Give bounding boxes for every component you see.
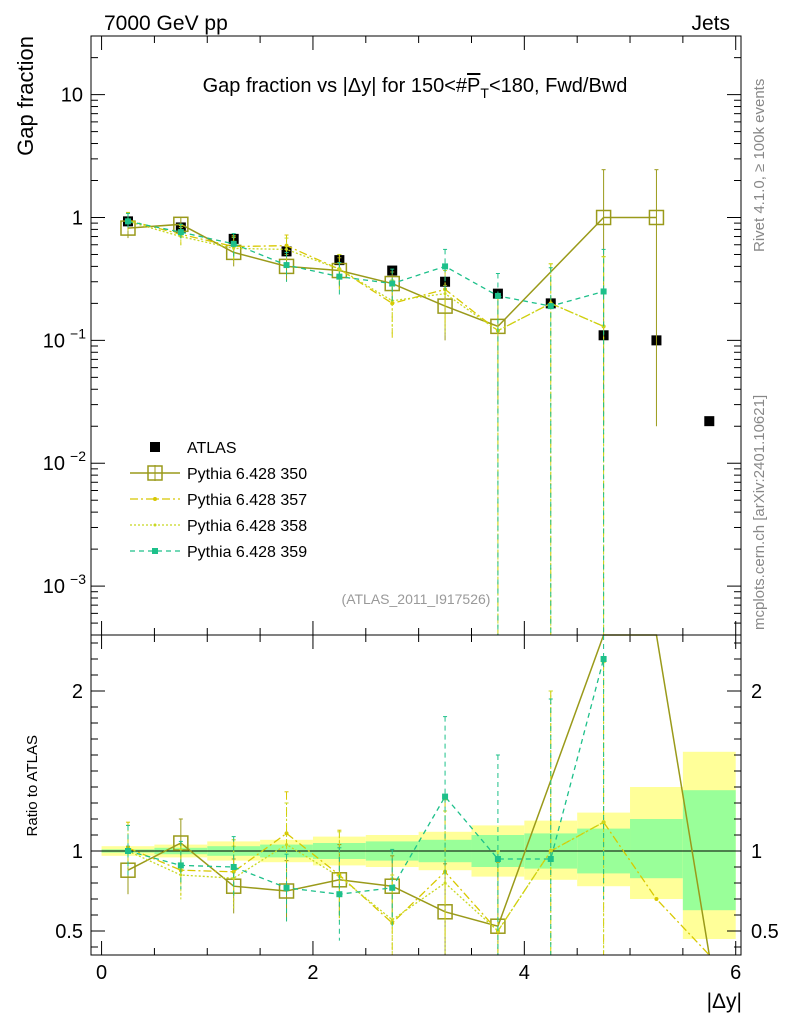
- ratio-data-point: [232, 876, 236, 880]
- atlas-data-point: [440, 276, 451, 287]
- ratio-data-point: [336, 891, 343, 898]
- ratio-series-line: [127, 658, 605, 895]
- ratio-data-point: [442, 793, 449, 800]
- legend-marker: [152, 548, 158, 554]
- ratio-data-point: [494, 856, 501, 862]
- ratio-y-tick-label-right: 1: [751, 841, 762, 863]
- ratio-plot-frame: [90, 634, 742, 956]
- main-y-tick-label: 10: [43, 576, 65, 598]
- title-main-text: Gap fraction vs |Δy| for 150<#: [203, 75, 468, 97]
- main-data-point: [124, 218, 131, 225]
- main-data-point: [232, 246, 236, 250]
- title-sub-text: T: [480, 85, 489, 101]
- legend-atlas-marker: [150, 442, 160, 452]
- main-data-point: [390, 301, 395, 306]
- ratio-data-point: [124, 848, 131, 854]
- ratio-data-point: [179, 873, 183, 877]
- legend: ATLAS Pythia 6.428 350 Pythia 6.428 357 Pyt…: [130, 440, 307, 561]
- header-jets-label: Jets: [691, 12, 730, 35]
- ratio-series-line: [127, 821, 710, 956]
- main-data-point: [337, 267, 341, 271]
- main-y-tick-label: 1: [72, 207, 83, 229]
- ratio-y-tick-label: 2: [72, 681, 83, 703]
- main-data-point: [285, 247, 289, 251]
- ratio-series-line: [127, 634, 711, 956]
- ratio-data-point: [390, 918, 394, 922]
- main-data-point: [494, 292, 501, 299]
- ratio-series-layer: [120, 634, 711, 956]
- ratio-data-point: [602, 820, 606, 824]
- ratio-data-point: [654, 897, 659, 901]
- main-series-line: [127, 220, 604, 332]
- header-energy-label: 7000 GeV pp: [104, 12, 228, 35]
- main-y-tick-label: 10: [43, 330, 65, 352]
- main-data-point: [230, 240, 237, 247]
- main-y-tick-exponent: −3: [70, 571, 86, 587]
- legend-entry-label: Pythia 6.428 350: [187, 466, 307, 483]
- ratio-band-green: [682, 790, 736, 911]
- legend-entry-label: Pythia 6.428 358: [187, 518, 307, 535]
- legend-marker: [147, 465, 163, 481]
- x-tick-label: 4: [519, 962, 530, 984]
- ratio-data-point: [230, 864, 237, 870]
- main-data-point: [443, 292, 447, 296]
- main-series-line: [127, 220, 604, 307]
- x-tick-label: 0: [96, 962, 107, 984]
- legend-entry-label: Pythia 6.428 359: [187, 544, 307, 561]
- atlas-data-point: [704, 416, 715, 427]
- legend-marker: [153, 523, 157, 527]
- main-data-point: [600, 288, 607, 295]
- analysis-watermark: (ATLAS_2011_I917526): [342, 591, 491, 607]
- ratio-data-point: [283, 884, 290, 891]
- ratio-y-tick-label-right: 2: [751, 681, 762, 703]
- ratio-y-axis-label: Ratio to ATLAS: [24, 735, 41, 836]
- main-y-axis-label: Gap fraction: [13, 36, 38, 156]
- title-tail-text: <180, Fwd/Bwd: [489, 75, 627, 97]
- ratio-y-tick-label: 0.5: [55, 921, 83, 943]
- ratio-data-point: [285, 843, 289, 847]
- main-data-point: [284, 243, 289, 248]
- ratio-data-point: [389, 884, 396, 891]
- ratio-band-green: [630, 819, 683, 879]
- legend-entry-label: Pythia 6.428 357: [187, 492, 307, 509]
- mcplots-label: mcplots.cern.ch [arXiv:2401.10621]: [751, 395, 768, 630]
- rivet-version-label: Rivet 4.1.0, ≥ 100k events: [751, 79, 768, 252]
- legend-marker: [153, 497, 157, 501]
- main-series-line: [127, 219, 604, 332]
- main-data-point: [442, 263, 449, 270]
- main-axis-ticks: 10 1 10 −1 10 −2 10 −3: [43, 35, 741, 636]
- main-data-point: [283, 262, 290, 269]
- ratio-data-point: [177, 862, 184, 869]
- main-data-point: [595, 209, 612, 226]
- x-axis-label: |Δy|: [707, 990, 742, 1013]
- main-plot-title: Gap fraction vs |Δy| for 150<#PT<180, Fw…: [203, 75, 628, 101]
- main-data-point: [547, 303, 554, 310]
- x-tick-label: 2: [307, 962, 318, 984]
- x-tick-label: 6: [730, 962, 741, 984]
- main-y-tick-exponent: −2: [70, 448, 86, 464]
- ratio-series-line: [127, 821, 604, 932]
- ratio-data-point: [284, 831, 289, 836]
- ratio-data-point: [547, 856, 554, 862]
- main-y-tick-label: 10: [43, 453, 65, 475]
- main-data-point: [648, 209, 665, 226]
- main-data-point: [389, 280, 396, 287]
- main-data-point: [336, 273, 343, 280]
- ratio-data-point: [443, 881, 447, 885]
- title-pt-text: P: [467, 75, 480, 97]
- main-y-tick-label: 10: [61, 85, 83, 107]
- ratio-data-point: [549, 849, 553, 853]
- ratio-y-tick-label-right: 0.5: [751, 921, 779, 943]
- ratio-y-tick-label: 1: [72, 841, 83, 863]
- ratio-axis-ticks: 0.5 0.5 1 1 2 2 0 2 4 6: [55, 635, 779, 984]
- main-series-layer: [120, 169, 715, 635]
- main-y-tick-exponent: −1: [70, 325, 86, 341]
- legend-entry-label: ATLAS: [187, 440, 237, 457]
- ratio-data-point: [600, 656, 607, 662]
- main-data-point: [177, 229, 184, 236]
